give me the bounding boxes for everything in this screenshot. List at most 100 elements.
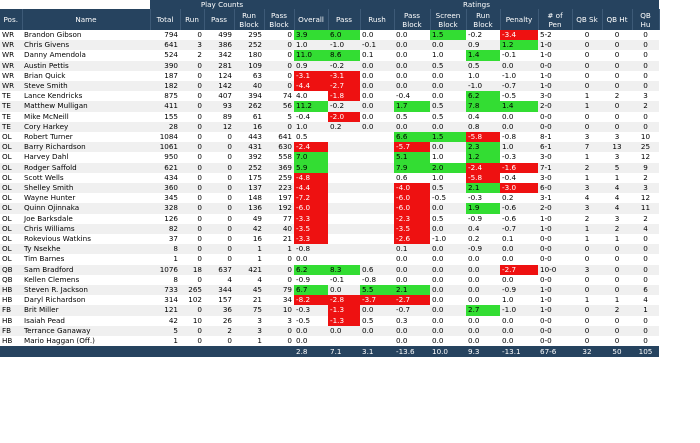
column-header-pass-block[interactable]: Pass Block [264, 9, 295, 30]
cell-name[interactable]: Tim Barnes [22, 254, 150, 265]
column-header-pass-block-rating[interactable]: Pass Block [394, 9, 431, 30]
table-row[interactable]: TE Mike McNeill 155 0 89 61 5 -0.4 -2.0 0.0 0.5 0.5… [0, 111, 659, 122]
table-row[interactable]: OL Shelley Smith 360 0 0 137 223 -4.4 -4.0 0.5 2.1… [0, 183, 659, 194]
cell-name[interactable]: Rokevious Watkins [22, 234, 150, 245]
cell-name[interactable]: Steven R. Jackson [22, 285, 150, 296]
cell-name[interactable]: Chris Givens [22, 40, 150, 51]
table-row[interactable]: FB Brit Miller 121 0 36 75 10 -0.3 -1.3 0.0 -0.7 0.… [0, 305, 659, 316]
table-row[interactable]: OL Rokevious Watkins 37 0 0 16 21 -3.3 -2.6 -1.0 0… [0, 234, 659, 245]
table-row[interactable]: HB Steven R. Jackson 733 265 344 45 79 6.7 0.0 5.… [0, 285, 659, 296]
cell-name[interactable]: Matthew Mulligan [22, 101, 150, 112]
table-row[interactable]: QB Sam Bradford 1076 18 637 421 0 6.2 8.3 0.6 0.0 0… [0, 264, 659, 275]
column-header-pos[interactable]: Pos. [0, 9, 23, 30]
table-row[interactable]: TE Matthew Mulligan 411 0 93 262 56 11.2 -0.2 0.0… [0, 101, 659, 112]
cell-name[interactable]: Brian Quick [22, 70, 150, 82]
cell-rush: 0.0 [360, 121, 394, 133]
table-row[interactable]: TE Lance Kendricks 875 0 407 394 74 4.0 -1.8 0.0-… [0, 91, 659, 102]
table-row[interactable]: WR Danny Amendola 524 2 342 180 0 11.0 8.6 0.1 0.0… [0, 50, 659, 61]
cell-screen: 0.0 [430, 40, 466, 51]
cell-pass: 0 [204, 223, 234, 235]
column-header-num-pen[interactable]: # of Pen [538, 9, 573, 30]
cell-overall: -4.8 [294, 172, 328, 184]
column-header-rush[interactable]: Rush [360, 9, 395, 30]
cell-qb-sk: 2 [572, 162, 602, 173]
cell-qb-sk: 0 [572, 254, 602, 265]
table-row[interactable]: OL Rodger Saffold 621 0 0 252 369 5.9 7.9 2.0 -2.4… [0, 162, 659, 173]
cell-name[interactable]: Kellen Clemens [22, 274, 150, 286]
cell-qb-hu: 3 [632, 91, 659, 102]
column-header-name[interactable]: Name [22, 9, 151, 30]
cell-name[interactable]: Harvey Dahl [22, 152, 150, 163]
cell-name[interactable]: Cory Harkey [22, 121, 150, 133]
cell-name[interactable]: Barry Richardson [22, 142, 150, 153]
table-row[interactable]: OL Tim Barnes 1 0 0 1 0 0.0 0.0 0.0 0.0 0.0 0-0 0 0 0 [0, 254, 659, 265]
cell-qb-hu: 2 [632, 172, 659, 184]
table-row[interactable]: WR Steve Smith 182 0 142 40 0 -4.4 -2.7 0.0 0.0 0.0… [0, 81, 659, 92]
cell-name[interactable]: Brit Miller [22, 305, 150, 316]
cell-pass: 0 [204, 336, 234, 347]
table-row[interactable]: OL Quinn Ojinnaka 328 0 0 136 192 -6.0 -6.0 0.0 1.… [0, 203, 659, 214]
table-row[interactable]: HB Isaiah Pead 42 10 26 3 3 -0.5 -1.3 0.5 0.3 0.0 0.… [0, 315, 659, 326]
cell-name[interactable]: Steve Smith [22, 81, 150, 92]
column-header-pass[interactable]: Pass [204, 9, 235, 30]
table-row[interactable]: OL Wayne Hunter 345 0 0 148 197 -7.2 -6.0 -0.5 -0.… [0, 193, 659, 204]
table-row[interactable]: HB Mario Haggan (Off.) 1 0 0 1 0 0.0 0.0 0.0 0.0 0.… [0, 336, 659, 347]
total-spacer [204, 346, 234, 358]
table-row[interactable]: WR Austin Pettis 390 0 281 109 0 0.9 -0.2 0.0 0.0 0… [0, 60, 659, 71]
cell-screen: 0.0 [430, 295, 466, 306]
table-row[interactable]: OL Chris Williams 82 0 0 42 40 -3.5 -3.5 0.0 0.4 -0… [0, 223, 659, 235]
table-row[interactable]: TE Cory Harkey 28 0 12 16 0 1.0 0.2 0.0 0.0 0.0 0.8 0… [0, 121, 659, 133]
column-header-qb-sk[interactable]: QB Sk [572, 9, 603, 30]
cell-name[interactable]: Lance Kendricks [22, 91, 150, 102]
table-row[interactable]: OL Joe Barksdale 126 0 0 49 77 -3.3 -2.3 0.5 -0.9-… [0, 213, 659, 224]
table-row[interactable]: OL Barry Richardson 1061 0 0 431 630 -2.4 -5.7 0.… [0, 142, 659, 153]
cell-name[interactable]: Shelley Smith [22, 183, 150, 194]
cell-name[interactable]: Chris Williams [22, 223, 150, 235]
table-row[interactable]: QB Kellen Clemens 8 0 4 4 0 -0.9 -0.1 -0.8 0.0 0.0 0… [0, 274, 659, 286]
cell-name[interactable]: Mario Haggan (Off.) [22, 336, 150, 347]
cell-name[interactable]: Scott Wells [22, 172, 150, 184]
table-row[interactable]: OL Scott Wells 434 0 0 175 259 -4.8 0.6 1.0 -5.8 -0… [0, 172, 659, 184]
cell-qb-hu: 0 [632, 315, 659, 326]
cell-name[interactable]: Joe Barksdale [22, 213, 150, 224]
column-header-total[interactable]: Total [150, 9, 181, 30]
table-row[interactable]: FB Terrance Ganaway 5 0 2 3 0 0.0 0.0 0.0 0.0 0.0 0.… [0, 325, 659, 337]
cell-run: 0 [180, 325, 204, 337]
cell-pass-block: 0 [264, 60, 294, 71]
cell-name[interactable]: Sam Bradford [22, 264, 150, 275]
cell-qb-ht: 4 [602, 183, 632, 194]
cell-name[interactable]: Austin Pettis [22, 60, 150, 71]
column-header-overall[interactable]: Overall [294, 9, 329, 30]
cell-pos: OL [0, 132, 22, 143]
table-row[interactable]: WR Chris Givens 641 3 386 252 0 1.0 -1.0 -0.1 0.0 0… [0, 40, 659, 51]
cell-name[interactable]: Danny Amendola [22, 50, 150, 61]
cell-num-pen: 1-0 [538, 50, 572, 61]
column-header-qb-hu[interactable]: QB Hu [632, 9, 660, 30]
cell-name[interactable]: Terrance Ganaway [22, 325, 150, 337]
table-row[interactable]: OL Ty Nsekhe 8 0 0 1 1 -0.8 0.1 0.0 -0.9 0.0 0-0 0 0 0 [0, 244, 659, 255]
column-header-pass-rating[interactable]: Pass [328, 9, 361, 30]
cell-name[interactable]: Rodger Saffold [22, 162, 150, 173]
column-header-qb-ht[interactable]: QB Ht [602, 9, 633, 30]
table-row[interactable]: OL Robert Turner 1084 0 0 443 641 0.5 6.6 1.5 -5.8… [0, 132, 659, 143]
table-row[interactable]: WR Brian Quick 187 0 124 63 0 -3.1 -3.1 0.0 0.0 0.0… [0, 70, 659, 82]
cell-name[interactable]: Robert Turner [22, 132, 150, 143]
cell-name[interactable]: Mike McNeill [22, 111, 150, 122]
cell-name[interactable]: Ty Nsekhe [22, 244, 150, 255]
column-header-run-block[interactable]: Run Block [234, 9, 265, 30]
cell-pos: TE [0, 111, 22, 122]
cell-name[interactable]: Brandon Gibson [22, 30, 150, 41]
cell-name[interactable]: Wayne Hunter [22, 193, 150, 204]
cell-run: 3 [180, 40, 204, 51]
column-header-screen-block[interactable]: Screen Block [430, 9, 467, 30]
table-row[interactable]: WR Brandon Gibson 794 0 499 295 0 3.9 6.0 0.0 0.0 1… [0, 30, 659, 41]
table-row[interactable]: HB Daryl Richardson 314 102 157 21 34 -8.2 -2.8-… [0, 295, 659, 306]
table-row[interactable]: OL Harvey Dahl 950 0 0 392 558 7.0 5.1 1.0 1.2 -0.3… [0, 152, 659, 163]
cell-qb-hu: 0 [632, 336, 659, 347]
cell-name[interactable]: Quinn Ojinnaka [22, 203, 150, 214]
cell-name[interactable]: Isaiah Pead [22, 315, 150, 326]
column-header-run[interactable]: Run [180, 9, 205, 30]
column-header-run-block-rating[interactable]: Run Block [466, 9, 501, 30]
cell-name[interactable]: Daryl Richardson [22, 295, 150, 306]
column-header-penalty[interactable]: Penalty [500, 9, 539, 30]
